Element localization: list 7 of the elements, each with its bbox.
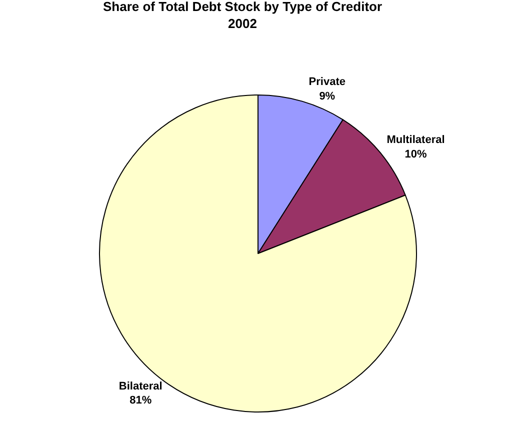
data-label: 9%: [319, 90, 336, 102]
chart-title: Share of Total Debt Stock by Type of Creditor 2002: [102, 0, 382, 31]
data-label: 10%: [404, 148, 427, 160]
slice-label: Multilateral: [386, 134, 445, 146]
slice-label: Private: [308, 76, 346, 88]
data-label: 81%: [130, 394, 152, 407]
slice-label: Bilateral: [118, 380, 162, 392]
